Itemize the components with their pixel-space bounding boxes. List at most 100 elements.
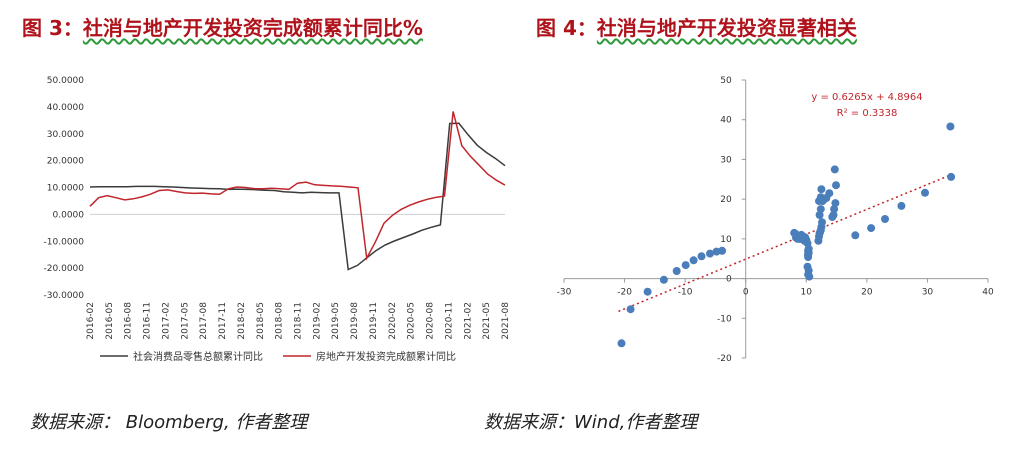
scatter-point <box>851 231 860 240</box>
legend-label-realestate: 房地产开发投资完成额累计同比 <box>316 350 456 363</box>
trendline <box>618 173 952 313</box>
y-tick-label: -10.0000 <box>44 237 85 247</box>
series-line-retail <box>89 122 506 271</box>
x-tick-label: 2016-11 <box>143 302 153 340</box>
scatter-point <box>804 244 813 253</box>
y-tick-label: 10.0000 <box>47 184 84 194</box>
scatter-point <box>672 267 681 275</box>
y-tick-label: 0 <box>726 275 732 285</box>
scatter-chart: -30 -20 -10 0 10 20 30 40 50 40 30 20 10 0 -10 -20 y = … <box>557 76 994 364</box>
y-tick-label: 10 <box>720 235 732 245</box>
scatter-point <box>897 201 906 210</box>
y-tick-label: -20 <box>717 354 732 364</box>
figure-3-caption: 社消与地产开发投资完成额累计同比% <box>82 16 423 40</box>
scatter-point <box>830 205 839 214</box>
x-tick-label: 2017-05 <box>180 302 190 340</box>
scatter-point <box>947 172 956 181</box>
scatter-trendline-group <box>618 173 952 313</box>
scatter-point <box>805 272 814 281</box>
y-tick-label: -20.0000 <box>44 264 85 274</box>
scatter-chart-axes: -30 -20 -10 0 10 20 30 40 50 40 30 20 10 0 -10 -20 <box>557 76 994 364</box>
x-tick-label: 2018-02 <box>237 302 247 340</box>
x-tick-label: 2019-05 <box>331 302 341 340</box>
x-tick-label: 2020-02 <box>388 302 398 340</box>
scatter-points <box>617 122 956 348</box>
line-chart-series <box>89 111 506 271</box>
scatter-point <box>881 215 889 223</box>
trendline-r-squared: R² = 0.3338 <box>837 108 898 119</box>
y-tick-label: 40.0000 <box>47 103 84 113</box>
x-tick-label: -10 <box>678 288 693 298</box>
scatter-point <box>825 189 834 198</box>
line-chart-axes: 50.0000 40.0000 30.0000 20.0000 10.0000 0.000… <box>44 76 511 340</box>
x-tick-label: 2018-05 <box>256 302 266 340</box>
x-tick-label: 2017-08 <box>199 302 209 340</box>
scatter-point <box>867 224 876 233</box>
y-tick-label: 40 <box>720 116 732 126</box>
figure-3-source: 数据来源： Bloomberg, 作者整理 <box>30 412 308 433</box>
line-chart-legend: 社会消费品零售总额累计同比 房地产开发投资完成额累计同比 <box>100 350 456 363</box>
y-tick-label: 0.0000 <box>53 210 85 220</box>
y-tick-label: -30.0000 <box>44 291 85 301</box>
x-tick-label: 2016-02 <box>86 302 96 340</box>
y-tick-label: 50.0000 <box>47 76 84 86</box>
x-tick-label: 2020-08 <box>426 302 436 340</box>
x-tick-label: 2017-11 <box>218 302 228 340</box>
scatter-point <box>818 218 826 227</box>
scatter-point <box>689 256 698 265</box>
y-tick-label: 50 <box>720 76 732 86</box>
x-tick-label: 2016-05 <box>105 302 115 340</box>
y-tick-label: 30.0000 <box>47 130 84 140</box>
scatter-point <box>830 165 839 174</box>
figure-4-caption: 社消与地产开发投资显著相关 <box>596 16 857 40</box>
x-tick-label: 2021-02 <box>463 302 473 340</box>
x-tick-label: 2019-02 <box>312 302 322 340</box>
x-tick-label: 2021-08 <box>501 302 511 340</box>
x-tick-label: 30 <box>922 288 934 298</box>
figure-4-number: 图 4： <box>536 16 597 40</box>
x-tick-label: 20 <box>861 288 873 298</box>
x-tick-label: -20 <box>617 288 632 298</box>
y-tick-label: 20 <box>720 195 732 205</box>
x-tick-label: 2018-11 <box>294 302 304 340</box>
series-line-realestate <box>89 111 506 261</box>
scatter-point <box>832 181 840 190</box>
scatter-point <box>681 261 690 270</box>
x-tick-label: -30 <box>557 288 572 298</box>
x-tick-label: 2016-08 <box>124 302 134 340</box>
x-tick-label: 2019-11 <box>369 302 379 340</box>
scatter-point <box>718 246 727 255</box>
scatter-point <box>643 287 652 296</box>
x-tick-label: 40 <box>982 288 994 298</box>
x-tick-label: 2020-05 <box>407 302 417 340</box>
scatter-point <box>626 305 635 314</box>
x-tick-label: 2020-11 <box>444 302 454 340</box>
x-tick-label: 10 <box>801 288 813 298</box>
scatter-point <box>706 249 714 258</box>
figure-3-number: 图 3： <box>22 16 83 40</box>
scatter-point <box>831 199 840 208</box>
y-tick-label: 30 <box>720 155 732 165</box>
scatter-point <box>697 252 706 261</box>
scatter-point <box>817 185 826 194</box>
scatter-point <box>946 122 955 131</box>
x-tick-label: 0 <box>743 288 749 298</box>
x-tick-label: 2021-05 <box>482 302 492 340</box>
x-tick-label: 2018-08 <box>275 302 285 340</box>
trendline-equation: y = 0.6265x + 4.8964 <box>811 92 922 103</box>
legend-label-retail: 社会消费品零售总额累计同比 <box>133 350 263 363</box>
scatter-point <box>659 275 668 284</box>
figure-4-source: 数据来源：Wind,作者整理 <box>484 412 698 433</box>
y-tick-label: 20.0000 <box>47 157 84 167</box>
line-chart: 50.0000 40.0000 30.0000 20.0000 10.0000 0.000… <box>44 76 511 363</box>
y-tick-label: -10 <box>717 314 732 324</box>
scatter-point <box>829 211 838 219</box>
scatter-point <box>816 205 825 214</box>
scatter-point <box>921 188 929 197</box>
figure-3-title: 图 3：社消与地产开发投资完成额累计同比% <box>22 12 423 41</box>
scatter-point <box>804 266 813 275</box>
x-tick-label: 2017-02 <box>161 302 171 340</box>
figure-4-title: 图 4：社消与地产开发投资显著相关 <box>536 12 857 41</box>
x-tick-label: 2019-08 <box>350 302 360 340</box>
